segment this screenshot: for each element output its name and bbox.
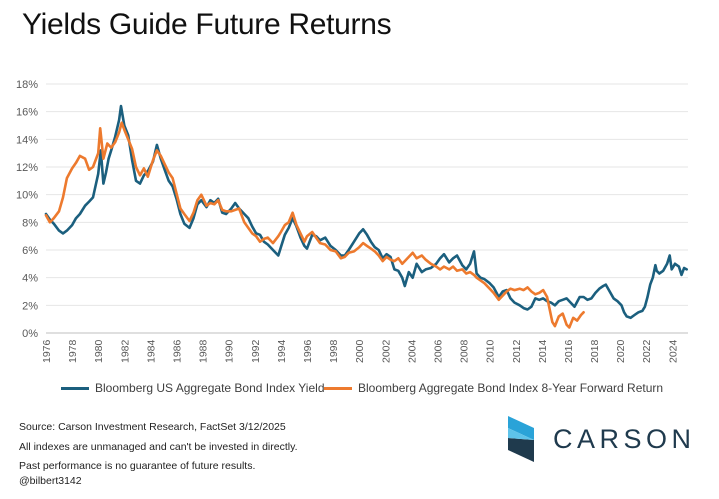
y-tick-label: 2% — [22, 300, 38, 312]
y-tick-label: 0% — [22, 328, 38, 340]
legend-swatch-yield — [61, 386, 89, 390]
x-tick-label: 2022 — [641, 339, 653, 363]
x-tick-label: 1982 — [119, 339, 131, 363]
x-tick-label: 2000 — [354, 339, 366, 363]
author-handle: @bilbert3142 — [19, 475, 82, 487]
y-tick-label: 12% — [16, 162, 38, 174]
y-tick-label: 6% — [22, 245, 38, 257]
x-tick-label: 2020 — [615, 339, 627, 363]
grid-lines — [46, 83, 688, 334]
y-tick-label: 16% — [16, 107, 38, 119]
disclaimer-line: All indexes are unmanaged and can't be i… — [19, 440, 298, 453]
x-axis-tick-labels: 1976 1978 1980 1982 1984 1986 1988 1990 1992 1994… — [41, 339, 679, 363]
x-tick-label: 1996 — [302, 339, 314, 363]
series-line-forward-return — [44, 121, 585, 329]
legend: Bloomberg US Aggregate Bond Index Yield … — [0, 381, 719, 399]
carson-logo: CARSON — [508, 414, 691, 464]
legend-item-forward: Bloomberg Aggregate Bond Index 8-Year Fo… — [324, 381, 663, 395]
legend-item-yield: Bloomberg US Aggregate Bond Index Yield — [61, 381, 325, 395]
x-tick-label: 1984 — [145, 339, 157, 363]
y-tick-label: 8% — [22, 217, 38, 229]
series-lines — [44, 104, 688, 329]
source-line: Source: Carson Investment Research, Fact… — [19, 421, 286, 433]
logo-wordmark: CARSON — [553, 424, 696, 454]
carson-chevron-logo-icon — [508, 416, 534, 462]
x-tick-label: 1980 — [93, 339, 105, 363]
y-tick-label: 18% — [16, 79, 38, 91]
x-tick-label: 1986 — [171, 339, 183, 363]
y-tick-label: 14% — [16, 134, 38, 146]
x-tick-label: 1992 — [250, 339, 262, 363]
legend-label-yield: Bloomberg US Aggregate Bond Index Yield — [95, 381, 325, 395]
disclaimer-line: Past performance is no guarantee of futu… — [19, 460, 256, 472]
x-tick-label: 2014 — [537, 339, 549, 363]
series-line-yield — [44, 104, 688, 320]
x-tick-label: 2002 — [380, 339, 392, 363]
legend-swatch-forward — [324, 386, 352, 390]
x-tick-label: 2008 — [459, 339, 471, 363]
x-tick-label: 2024 — [667, 339, 679, 363]
x-tick-label: 2012 — [511, 339, 523, 363]
y-tick-label: 10% — [16, 190, 38, 202]
x-tick-label: 1994 — [276, 339, 288, 363]
legend-label-forward: Bloomberg Aggregate Bond Index 8-Year Fo… — [358, 381, 664, 395]
y-axis-tick-labels: 0% 2% 4% 6% 8% 10% 12% 14% 16% 18% — [16, 79, 38, 340]
x-tick-label: 1998 — [328, 339, 340, 363]
x-tick-label: 2016 — [563, 339, 575, 363]
x-tick-label: 1976 — [41, 339, 53, 363]
source-notes: Source: Carson Investment Research, Fact… — [19, 418, 297, 477]
x-tick-label: 2004 — [406, 339, 418, 363]
x-tick-label: 1988 — [198, 339, 210, 363]
x-tick-label: 2006 — [432, 339, 444, 363]
y-tick-label: 4% — [22, 273, 38, 285]
x-tick-label: 1990 — [224, 339, 236, 363]
x-tick-label: 1978 — [67, 339, 79, 363]
x-tick-label: 2010 — [485, 339, 497, 363]
chart-title: Yields Guide Future Returns — [22, 8, 392, 41]
x-tick-label: 2018 — [589, 339, 601, 363]
